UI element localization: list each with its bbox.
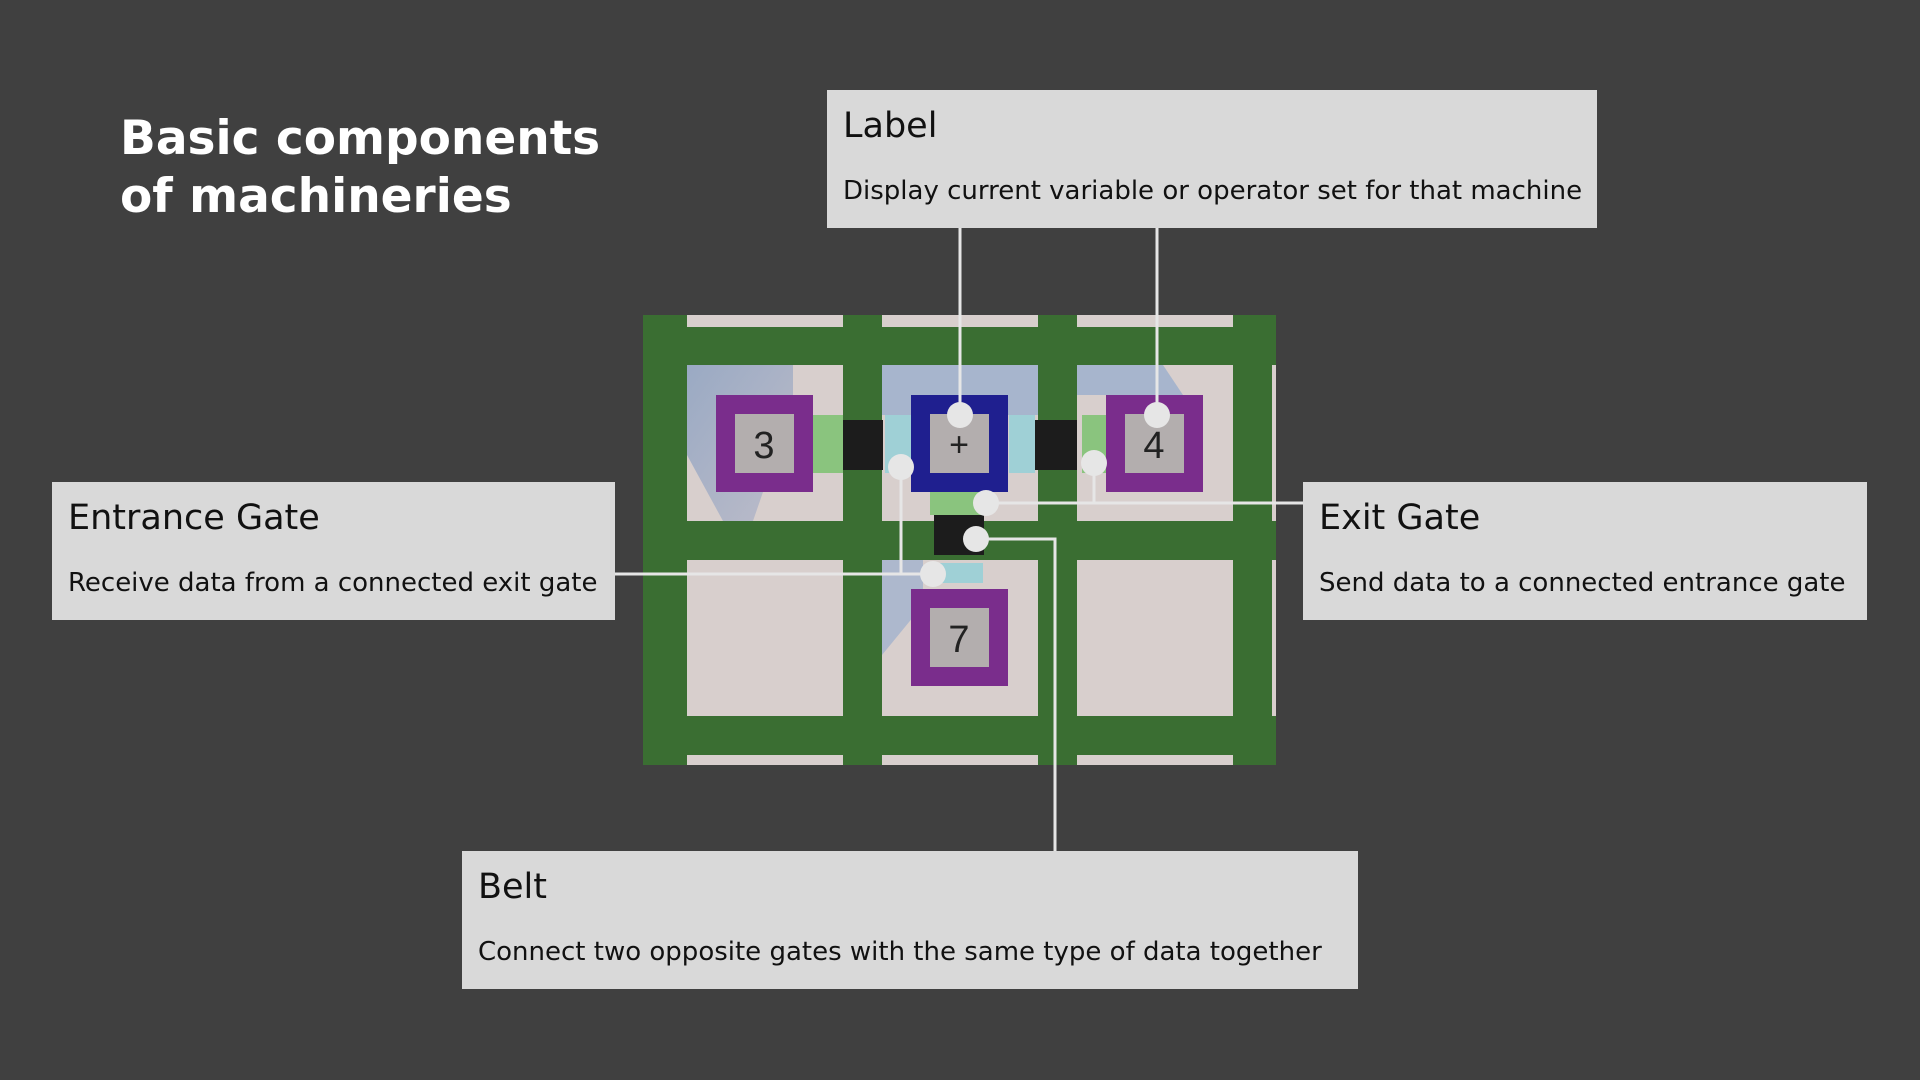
machine-label-center: +: [949, 426, 969, 464]
callout-belt-title: Belt: [478, 867, 547, 907]
tile: [687, 315, 843, 327]
entrance-gate: [935, 563, 983, 583]
machine-label-bottom: 7: [948, 619, 969, 661]
entrance-gate: [885, 415, 911, 473]
belt-vertical: [934, 515, 984, 555]
callout-exit-gate: Exit Gate Send data to a connected entra…: [1303, 482, 1867, 620]
tile: [882, 755, 1038, 765]
callout-exit-gate-description: Send data to a connected entrance gate: [1319, 568, 1846, 598]
belt-horizontal-left: [838, 420, 883, 470]
tile: [687, 755, 843, 765]
tile: [882, 315, 1038, 327]
machine-label-right: 4: [1143, 425, 1164, 467]
callout-label-title: Label: [843, 106, 938, 146]
callout-exit-gate-title: Exit Gate: [1319, 498, 1481, 538]
entrance-gate: [1009, 415, 1035, 473]
shadow: [882, 560, 923, 655]
tile: [687, 560, 843, 716]
machine-label-left: 3: [753, 425, 774, 467]
exit-gate: [1082, 415, 1108, 473]
exit-gate: [930, 491, 988, 515]
title-line-1: Basic components: [120, 111, 601, 166]
callout-entrance-gate-title: Entrance Gate: [68, 498, 320, 538]
exit-gate: [811, 415, 843, 473]
callout-entrance-gate: Entrance Gate Receive data from a connec…: [52, 482, 615, 620]
callout-entrance-gate-description: Receive data from a connected exit gate: [68, 568, 598, 598]
page-title: Basic components of machineries: [120, 110, 600, 226]
machine-label-plate: [735, 414, 794, 473]
belt-horizontal-right: [1032, 420, 1077, 470]
tile: [1077, 755, 1233, 765]
tile: [1272, 365, 1276, 521]
machinery-grid-image: 3 + 4 7: [643, 315, 1276, 765]
tile: [1077, 560, 1233, 716]
callout-belt: Belt Connect two opposite gates with the…: [462, 851, 1358, 989]
title-line-2: of machineries: [120, 169, 512, 224]
callout-label-description: Display current variable or operator set…: [843, 176, 1583, 206]
callout-label: Label Display current variable or operat…: [827, 90, 1597, 228]
tile: [1077, 315, 1233, 327]
tile: [1272, 560, 1276, 716]
callout-belt-description: Connect two opposite gates with the same…: [478, 937, 1322, 967]
